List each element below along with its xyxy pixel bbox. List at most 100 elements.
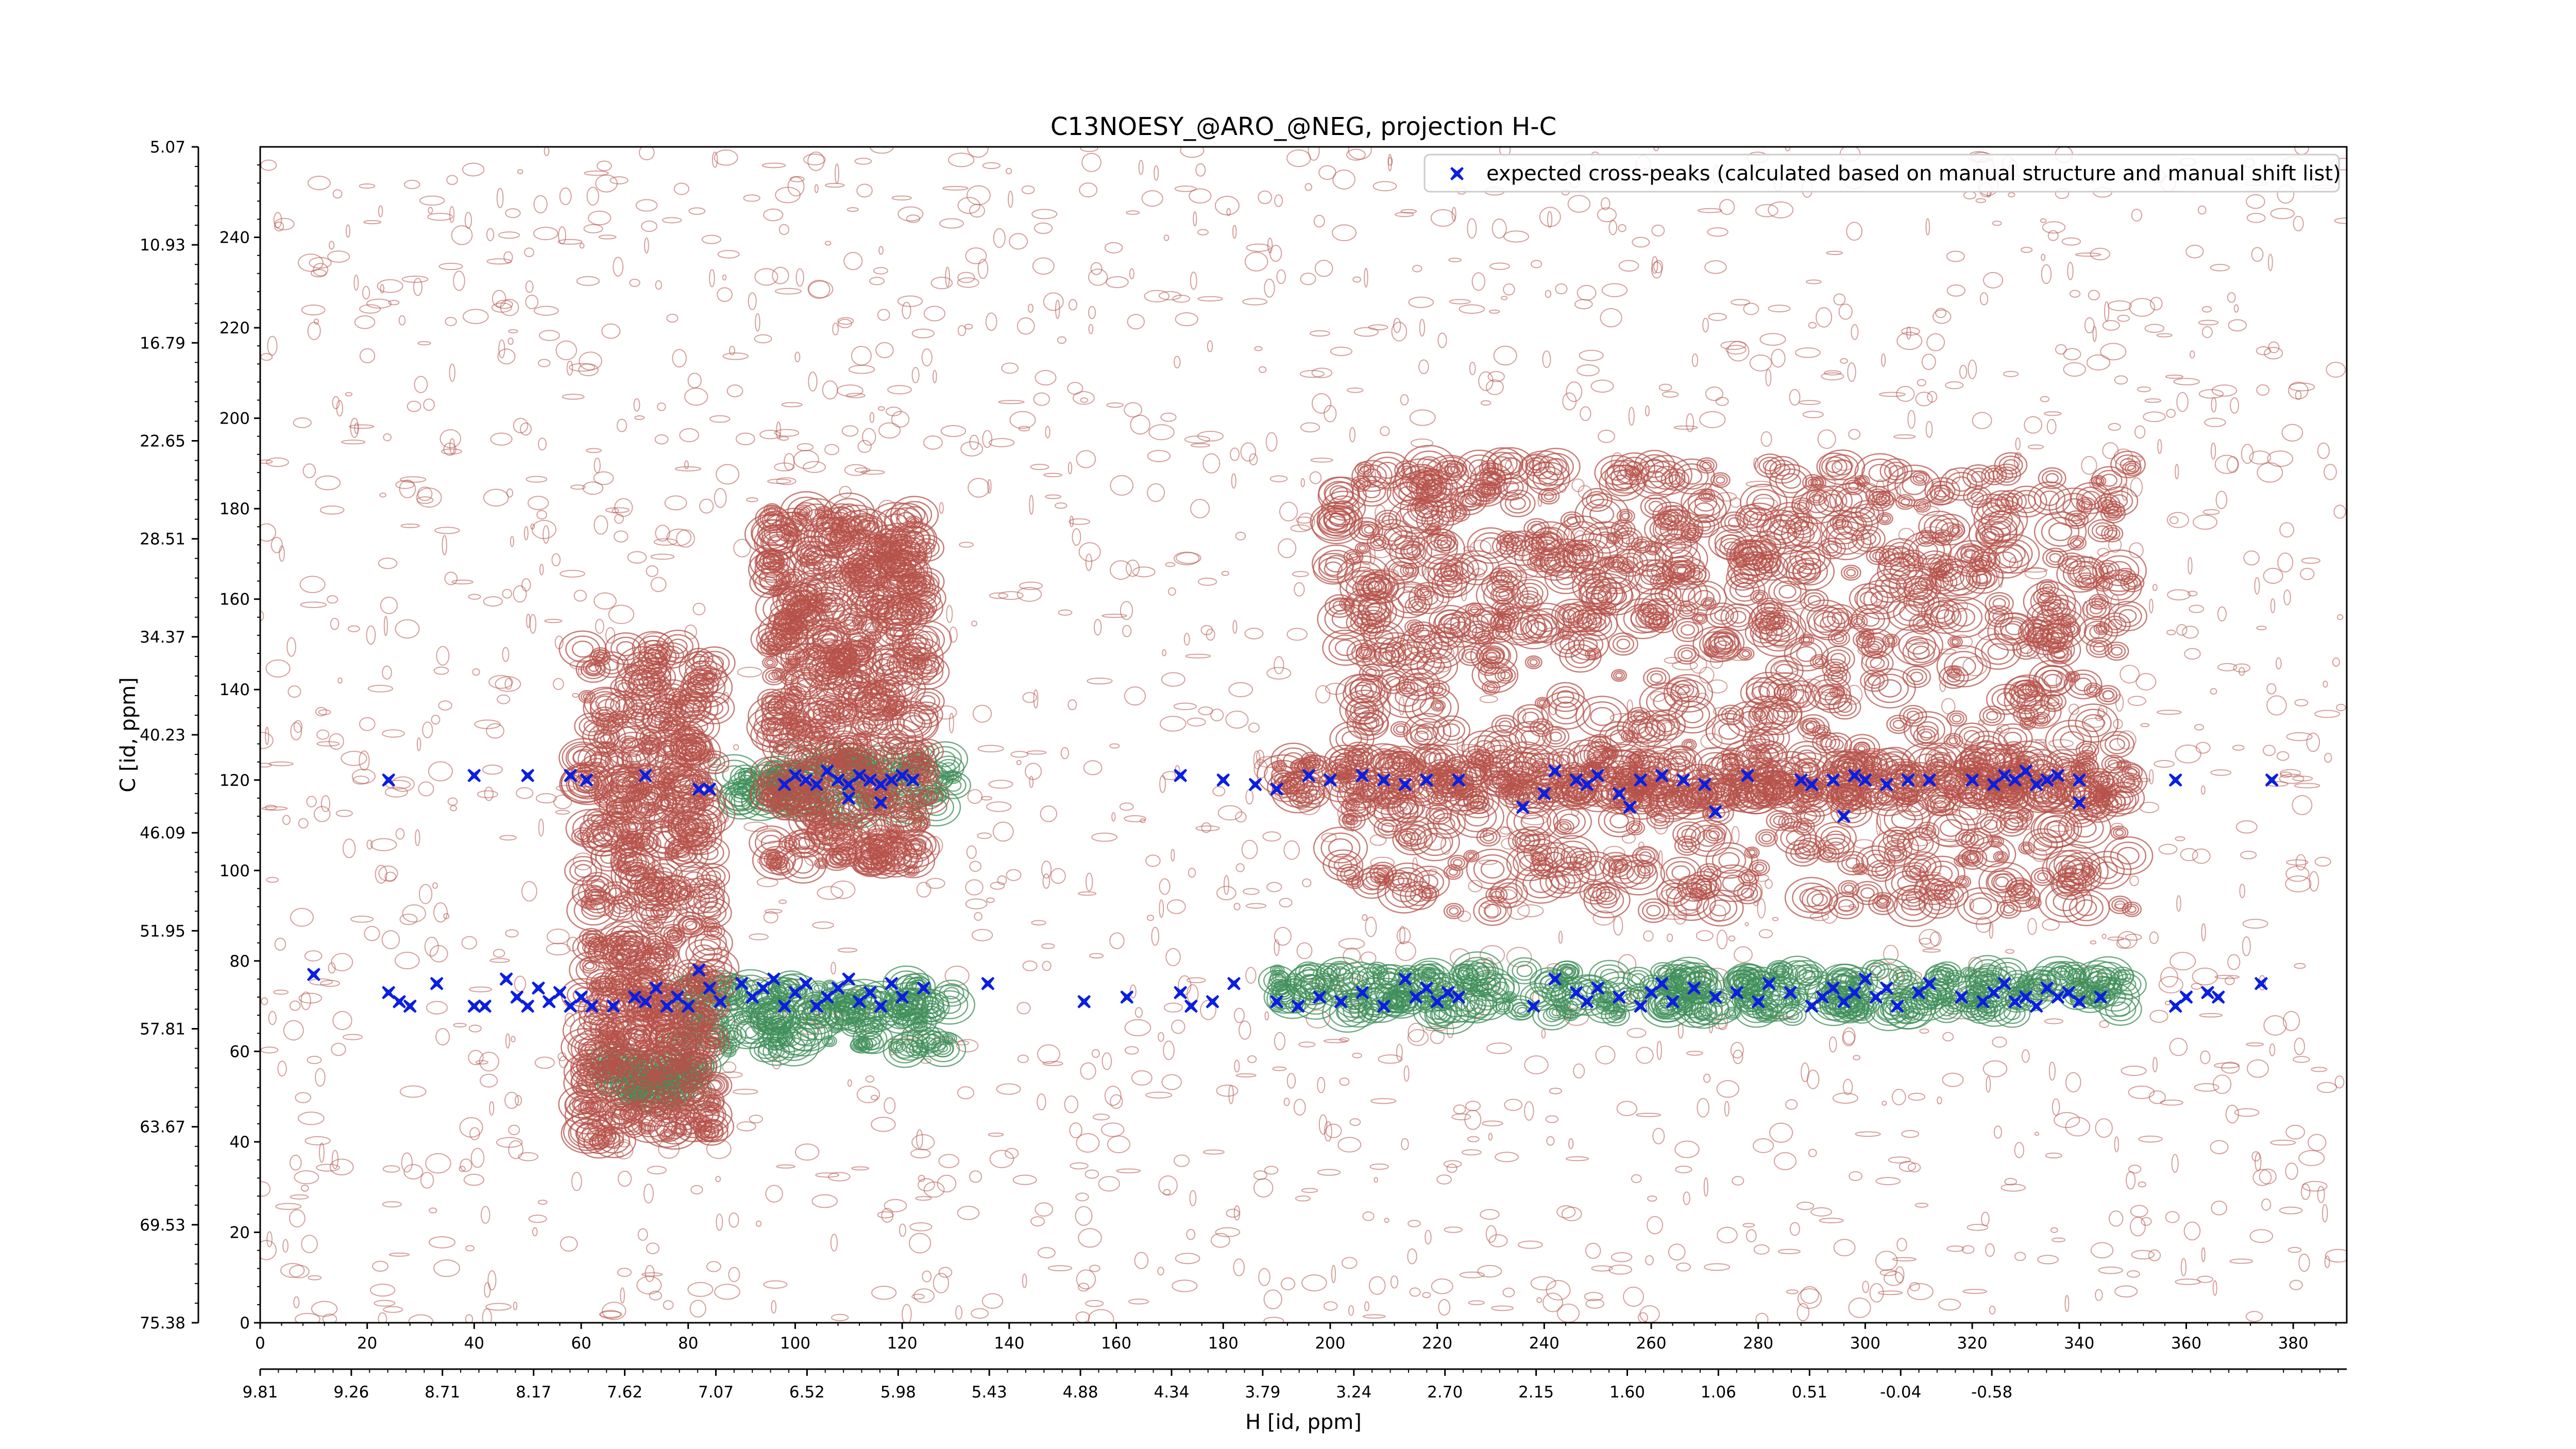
noise-contour: [2242, 919, 2268, 929]
noise-contour: [523, 526, 529, 541]
noise-contour: [1331, 1265, 1336, 1284]
noise-contour: [1969, 898, 1974, 912]
noise-contour: [1440, 836, 1451, 855]
noise-contour: [525, 280, 534, 293]
noise-contour: [1235, 1073, 1257, 1077]
noise-contour: [2198, 319, 2219, 326]
noise-contour: [1716, 1080, 1739, 1098]
noise-contour: [1618, 954, 1637, 975]
noise-contour: [2279, 522, 2295, 538]
noise-contour: [265, 659, 291, 678]
noise-contour: [2140, 723, 2150, 728]
noise-contour: [1749, 355, 1772, 372]
noise-contour: [787, 176, 805, 197]
noise-contour: [1310, 458, 1333, 463]
noise-contour: [1917, 379, 1926, 386]
noise-contour: [1033, 392, 1050, 406]
noise-contour: [2211, 397, 2217, 413]
noise-contour: [2201, 923, 2206, 941]
noise-contour: [1848, 1298, 1871, 1318]
noise-contour: [586, 187, 599, 206]
noise-contour: [1446, 1164, 1458, 1173]
noise-contour: [2225, 1104, 2239, 1124]
noise-contour: [2149, 598, 2154, 614]
noise-contour: [1141, 190, 1163, 207]
noise-contour: [444, 571, 458, 585]
noise-contour: [1180, 147, 1205, 158]
noise-contour: [1353, 327, 1379, 337]
noise-contour: [2170, 952, 2196, 971]
noise-contour: [504, 678, 513, 690]
noise-contour: [543, 525, 550, 544]
noise-contour: [443, 913, 450, 920]
noise-contour: [572, 852, 594, 871]
noise-contour: [608, 604, 635, 625]
noise-contour: [776, 422, 781, 440]
noise-contour: [383, 1306, 403, 1313]
noise-contour: [2214, 454, 2239, 474]
noise-contour: [2099, 1020, 2109, 1028]
noise-contour: [1702, 317, 1709, 333]
noise-contour: [2191, 983, 2202, 990]
noise-contour: [1300, 478, 1305, 487]
noise-contour: [2165, 374, 2184, 379]
noise-contour: [341, 440, 366, 445]
noise-contour: [728, 1212, 739, 1228]
noise-contour: [1017, 1054, 1029, 1064]
noise-contour: [1292, 571, 1309, 577]
noise-contour: [918, 1178, 935, 1192]
noise-contour: [1075, 1192, 1089, 1202]
noise-contour: [345, 392, 353, 397]
noise-contour: [910, 1148, 931, 1159]
noise-contour: [1080, 397, 1089, 403]
noise-contour: [764, 908, 783, 914]
noise-contour: [1193, 211, 1197, 227]
noise-contour: [399, 479, 416, 498]
noise-contour: [350, 915, 374, 923]
noise-contour: [2232, 745, 2245, 751]
noise-contour: [2301, 557, 2321, 564]
noise-contour: [459, 1166, 466, 1172]
noise-contour: [2256, 384, 2270, 396]
chart-title: C13NOESY_@ARO_@NEG, projection H-C: [1050, 112, 1556, 141]
noise-contour: [1451, 207, 1456, 222]
noise-contour: [482, 764, 503, 775]
noise-contour: [1800, 1286, 1819, 1304]
noise-contour: [1372, 181, 1397, 192]
noise-contour: [1412, 265, 1422, 273]
noise-contour: [1668, 1243, 1686, 1261]
noise-contour: [1294, 582, 1305, 597]
noise-contour: [1504, 1099, 1523, 1111]
noise-contour: [1878, 392, 1906, 397]
noise-contour: [413, 278, 423, 296]
noise-contour: [845, 393, 866, 398]
noise-contour: [1921, 353, 1936, 370]
noise-contour: [596, 160, 612, 172]
noise-contour: [2182, 626, 2199, 639]
noise-contour: [2164, 1001, 2171, 1005]
noise-contour: [316, 729, 330, 740]
noise-contour: [1330, 346, 1352, 356]
noise-contour: [856, 183, 873, 198]
noise-contour: [2246, 194, 2265, 209]
noise-contour: [2176, 895, 2181, 912]
noise-contour: [2282, 1010, 2300, 1032]
noise-contour: [2137, 386, 2151, 393]
noise-contour: [1862, 1280, 1870, 1293]
noise-contour: [620, 1287, 625, 1304]
noise-contour: [490, 432, 513, 446]
noise-contour: [1651, 224, 1665, 237]
noise-contour: [1979, 292, 1989, 306]
noise-contour: [374, 1300, 396, 1307]
noise-contour: [1247, 1055, 1257, 1064]
noise-contour: [586, 448, 602, 453]
noise-contour: [1068, 299, 1078, 311]
noise-contour: [552, 678, 564, 690]
noise-contour: [1696, 930, 1714, 941]
noise-contour: [997, 875, 1007, 885]
noise-contour: [381, 930, 400, 950]
noise-contour: [435, 1028, 450, 1046]
noise-contour: [1459, 1271, 1485, 1278]
noise-contour: [637, 1228, 648, 1241]
noise-contour: [2045, 1152, 2062, 1159]
